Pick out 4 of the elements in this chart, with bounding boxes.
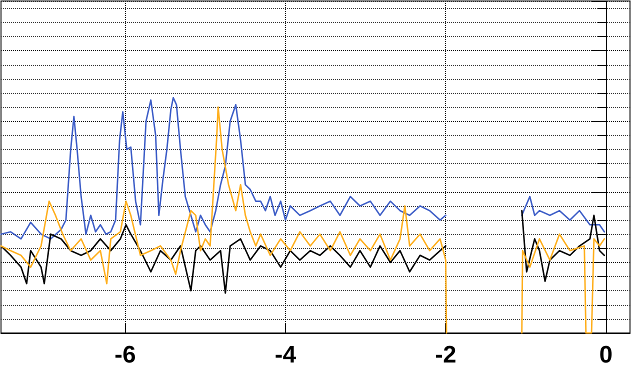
x-tick-label: -4	[274, 342, 297, 368]
x-tick-label: -6	[114, 342, 136, 368]
x-tick-label: -2	[435, 342, 456, 368]
x-tick-label: 0	[599, 342, 613, 368]
